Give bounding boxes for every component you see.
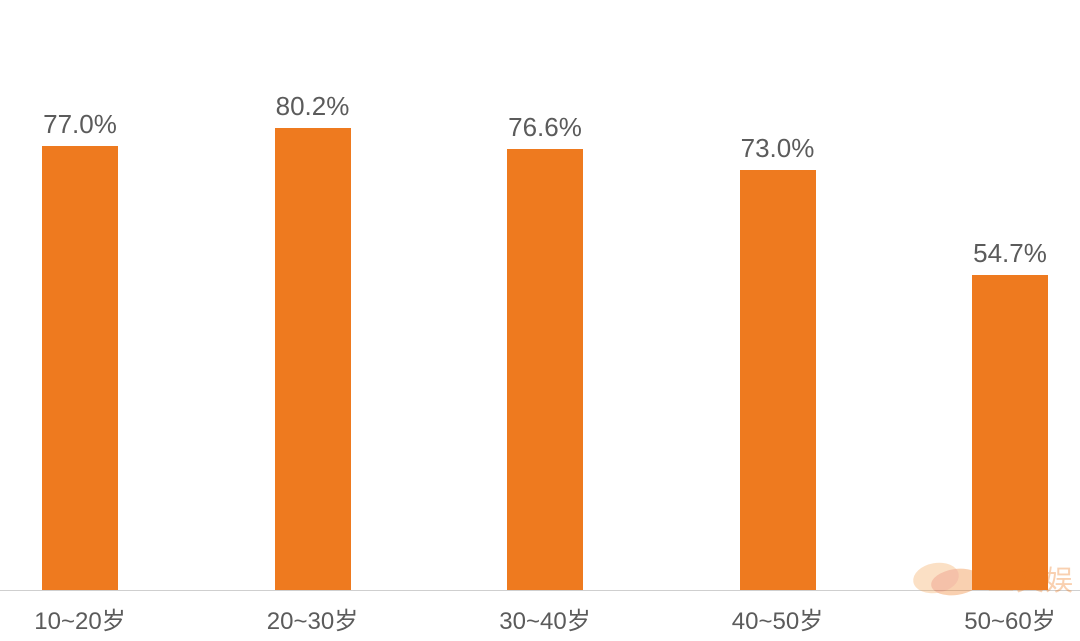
- bar: [42, 146, 118, 590]
- x-axis-labels: 10~20岁 20~30岁 30~40岁 40~50岁 50~60岁: [0, 591, 1080, 641]
- bar-chart: 77.0% 80.2% 76.6% 73.0% 54.7% 10~20岁 20~30岁 30…: [0, 0, 1080, 641]
- bar: [275, 128, 351, 590]
- plot-area: 77.0% 80.2% 76.6% 73.0% 54.7%: [0, 15, 1080, 591]
- bar-value-label: 73.0%: [741, 133, 815, 164]
- bar-value-label: 54.7%: [973, 238, 1047, 269]
- bar: [972, 275, 1048, 590]
- bar-value-label: 77.0%: [43, 109, 117, 140]
- bar-slot: 77.0%: [42, 146, 118, 590]
- bar-slot: 73.0%: [740, 170, 816, 590]
- x-axis-label: 30~40岁: [499, 601, 590, 636]
- bar-slot: 80.2%: [275, 128, 351, 590]
- bar-slot: 76.6%: [507, 149, 583, 590]
- bar-slot: 54.7%: [972, 275, 1048, 590]
- x-axis-label: 50~60岁: [964, 601, 1055, 636]
- bar: [740, 170, 816, 590]
- bar-value-label: 76.6%: [508, 112, 582, 143]
- x-axis-label: 10~20岁: [34, 601, 125, 636]
- bar: [507, 149, 583, 590]
- x-axis-label: 40~50岁: [732, 601, 823, 636]
- bar-value-label: 80.2%: [276, 91, 350, 122]
- x-axis-label: 20~30岁: [267, 601, 358, 636]
